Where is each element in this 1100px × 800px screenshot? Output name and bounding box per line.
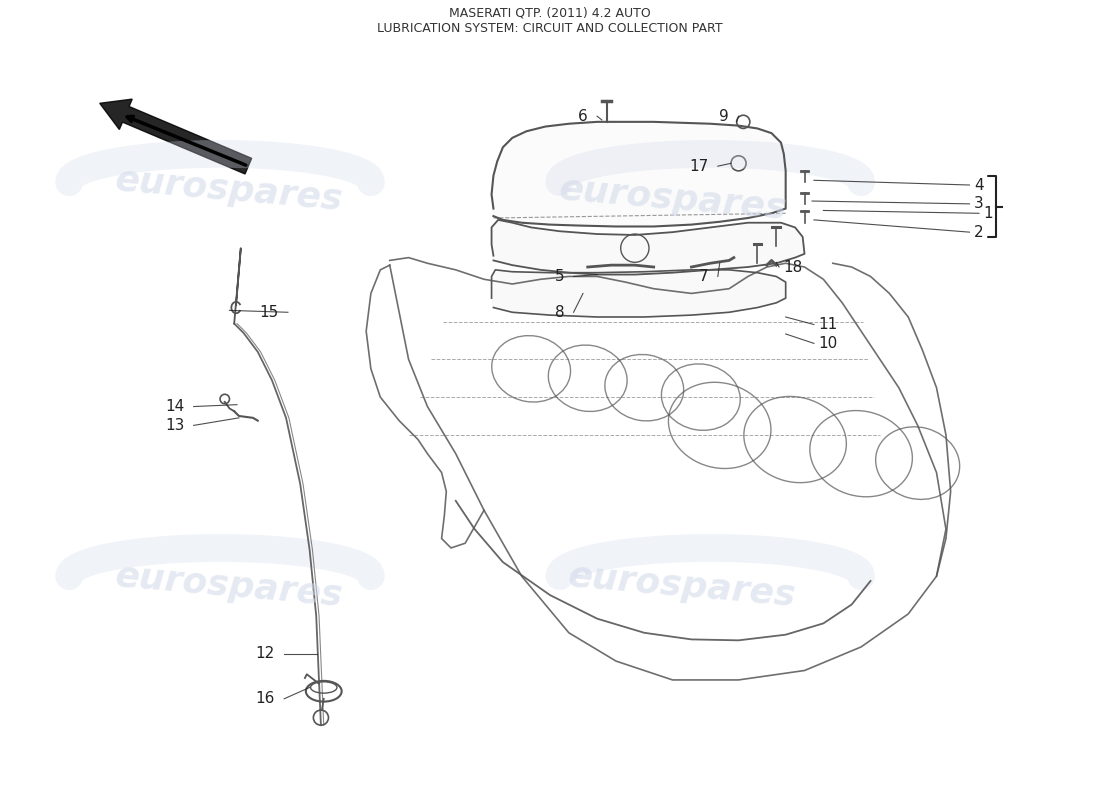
Text: 13: 13 [165,418,184,433]
Text: 7: 7 [698,269,708,284]
Polygon shape [492,122,785,226]
Text: 2: 2 [975,225,983,240]
Text: 14: 14 [165,399,184,414]
Text: 17: 17 [689,158,708,174]
Text: 15: 15 [260,305,278,320]
Polygon shape [492,220,804,274]
Text: 12: 12 [255,646,275,661]
Text: eurospares: eurospares [114,558,344,613]
Text: 1: 1 [983,206,993,221]
Text: 11: 11 [818,317,838,332]
Text: eurospares: eurospares [566,558,798,613]
Text: 5: 5 [554,269,564,284]
Polygon shape [492,270,785,317]
Text: 6: 6 [578,109,587,124]
FancyArrow shape [100,99,252,174]
Text: 4: 4 [975,178,983,193]
Text: 3: 3 [975,196,984,211]
Text: eurospares: eurospares [114,163,344,217]
Text: eurospares: eurospares [558,172,788,226]
Title: MASERATI QTP. (2011) 4.2 AUTO
LUBRICATION SYSTEM: CIRCUIT AND COLLECTION PART: MASERATI QTP. (2011) 4.2 AUTO LUBRICATIO… [377,7,723,35]
Text: 9: 9 [719,109,729,124]
Text: 8: 8 [554,305,564,320]
Text: 10: 10 [818,336,838,351]
Text: 16: 16 [255,691,275,706]
Text: 18: 18 [784,259,803,274]
